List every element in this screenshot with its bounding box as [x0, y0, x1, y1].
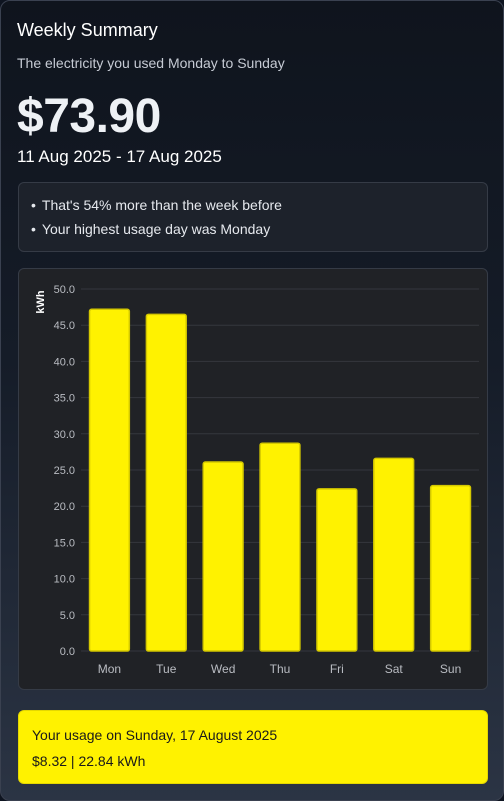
bullet-icon: • [31, 221, 36, 237]
page-subtitle: The electricity you used Monday to Sunda… [17, 55, 285, 71]
total-cost: $73.90 [17, 90, 161, 143]
x-tick-label: Wed [211, 662, 235, 676]
y-tick-label: 40.0 [54, 356, 75, 368]
selected-day-detail: Your usage on Sunday, 17 August 2025 $8.… [18, 710, 488, 784]
x-tick-label: Fri [330, 662, 344, 676]
insight-item: • That's 54% more than the week before [31, 197, 282, 213]
y-tick-label: 15.0 [54, 537, 75, 549]
bar-sun [429, 484, 472, 652]
y-tick-label: 35.0 [54, 393, 75, 405]
y-tick-label: 45.0 [54, 320, 75, 332]
bar-tue [145, 313, 187, 652]
bullet-icon: • [31, 197, 36, 213]
bar-mon [88, 308, 131, 652]
usage-bar-chart: 0.0 5.0 10.0 15.0 20.0 25.0 30.0 35.0 40.0 45.0 50… [35, 284, 479, 676]
x-tick-label: Sat [385, 662, 404, 676]
y-tick-label: 20.0 [54, 501, 75, 513]
page-title: Weekly Summary [17, 20, 158, 40]
x-tick-label: Mon [98, 662, 121, 676]
y-axis-label: kWh [35, 290, 47, 314]
insights-box: • That's 54% more than the week before • Y… [18, 182, 488, 252]
detail-values: $8.32 | 22.84 kWh [32, 753, 146, 769]
insight-text: That's 54% more than the week before [41, 197, 282, 213]
y-tick-label: 5.0 [60, 610, 75, 622]
y-tick-label: 10.0 [54, 574, 75, 586]
usage-chart: 0.0 5.0 10.0 15.0 20.0 25.0 30.0 35.0 40.0 45.0 50… [18, 268, 488, 690]
bar-sat [373, 457, 415, 652]
x-tick-label: Tue [156, 662, 177, 676]
insight-text: Your highest usage day was Monday [41, 221, 271, 237]
date-range: 11 Aug 2025 - 17 Aug 2025 [17, 147, 222, 166]
y-tick-label: 30.0 [54, 429, 75, 441]
bar-wed [202, 461, 244, 652]
y-tick-label: 25.0 [54, 465, 75, 477]
x-tick-label: Sun [440, 662, 461, 676]
detail-title: Your usage on Sunday, 17 August 2025 [32, 727, 278, 743]
insight-item: • Your highest usage day was Monday [31, 221, 270, 237]
bar-fri [316, 488, 358, 652]
bar-thu [259, 442, 301, 652]
y-tick-label: 0.0 [60, 646, 75, 658]
x-tick-label: Thu [270, 662, 291, 676]
y-tick-label: 50.0 [54, 284, 75, 296]
